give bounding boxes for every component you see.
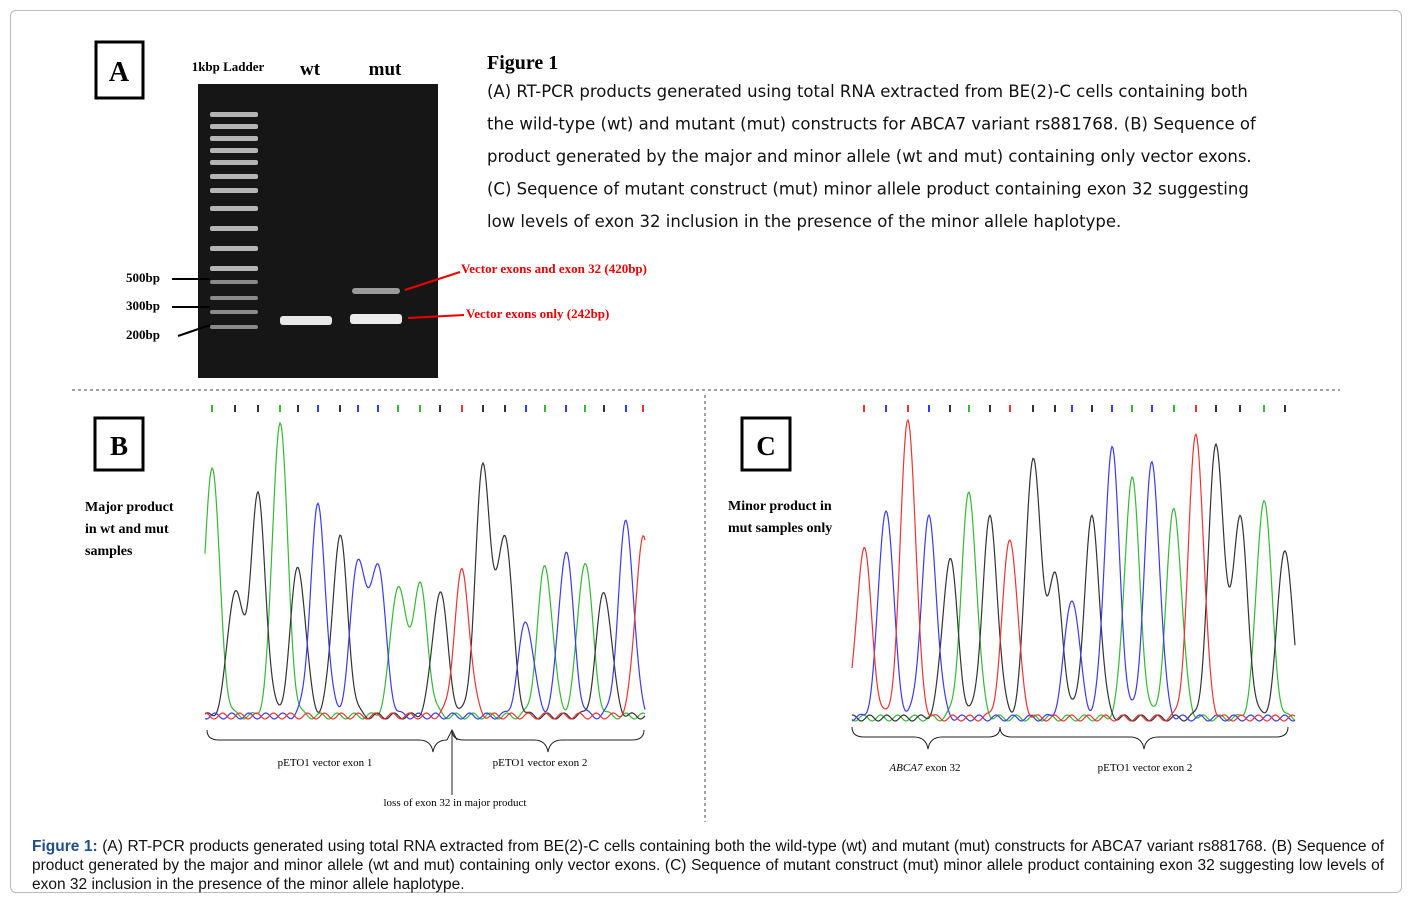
panel-label: B [110,431,128,461]
ladder-band [210,174,258,179]
ladder-label: 1kbp Ladder [192,59,265,74]
gel-band [280,316,332,325]
ladder-band [210,266,258,271]
ladder-band [210,160,258,165]
band-label: Vector exons and exon 32 (420bp) [461,261,647,276]
region-label: pETO1 vector exon 2 [1098,762,1193,774]
ladder-band [210,136,258,141]
panel-description: in wt and mut [85,522,169,537]
exon-name: exon 32 [925,762,960,774]
page: A 1kbp Ladder wt mut 500bp 300bp 200bp V… [0,0,1414,905]
figure-text-line: low levels of exon 32 inclusion in the p… [487,212,1121,231]
lane-label: mut [369,59,402,80]
ladder-band [210,148,258,153]
region-label: pETO1 vector exon 1 [278,757,373,769]
band-label: Vector exons only (242bp) [466,306,609,321]
size-marker: 200bp [126,327,160,342]
ladder-band [210,246,258,251]
ladder-band [210,206,258,211]
ladder-band [210,124,258,129]
size-marker: 500bp [126,270,160,285]
caption: Figure 1: (A) RT-PCR products generated … [32,837,1384,894]
gel-band [350,314,402,324]
trace [852,444,1295,721]
gene-name: ABCA7 [888,762,922,774]
chromatogram [852,405,1295,721]
ladder-band [210,325,258,329]
ladder-band [210,112,258,117]
panel-description: Major product [85,500,174,515]
figure-text-line: (C) Sequence of mutant construct (mut) m… [487,180,1249,199]
lane-label: wt [300,59,321,80]
ladder-band [210,296,258,300]
bracket [207,730,447,752]
chromatogram [205,405,645,719]
figure-text: (A) RT-PCR products generated using tota… [487,82,1257,231]
panel-label: C [756,431,776,461]
ladder-band [210,226,258,231]
ladder-band [210,188,258,193]
annotation: loss of exon 32 in major product [384,797,527,809]
figure-text-line: (A) RT-PCR products generated using tota… [487,82,1248,101]
figure-text-line: product generated by the major and minor… [487,147,1252,166]
region-label: pETO1 vector exon 2 [493,757,588,769]
size-marker: 300bp [126,298,160,313]
caption-text: (A) RT-PCR products generated using tota… [32,838,1384,893]
bracket [452,730,644,752]
panel-description: samples [85,544,133,559]
ladder-band [210,280,258,284]
bracket [1000,727,1288,749]
figure-title: Figure 1 [487,52,558,74]
trace [852,420,1295,721]
bracket [852,727,1000,749]
panel-description: mut samples only [728,521,832,536]
ladder-band [210,310,258,314]
caption-label: Figure 1: [32,838,98,855]
panel-description: Minor product in [728,499,832,514]
gel-band [352,288,400,294]
figure-text-line: the wild-type (wt) and mutant (mut) cons… [487,115,1257,134]
figure: A 1kbp Ladder wt mut 500bp 300bp 200bp V… [0,0,1414,905]
panel-label: A [109,57,130,88]
trace [205,423,645,719]
